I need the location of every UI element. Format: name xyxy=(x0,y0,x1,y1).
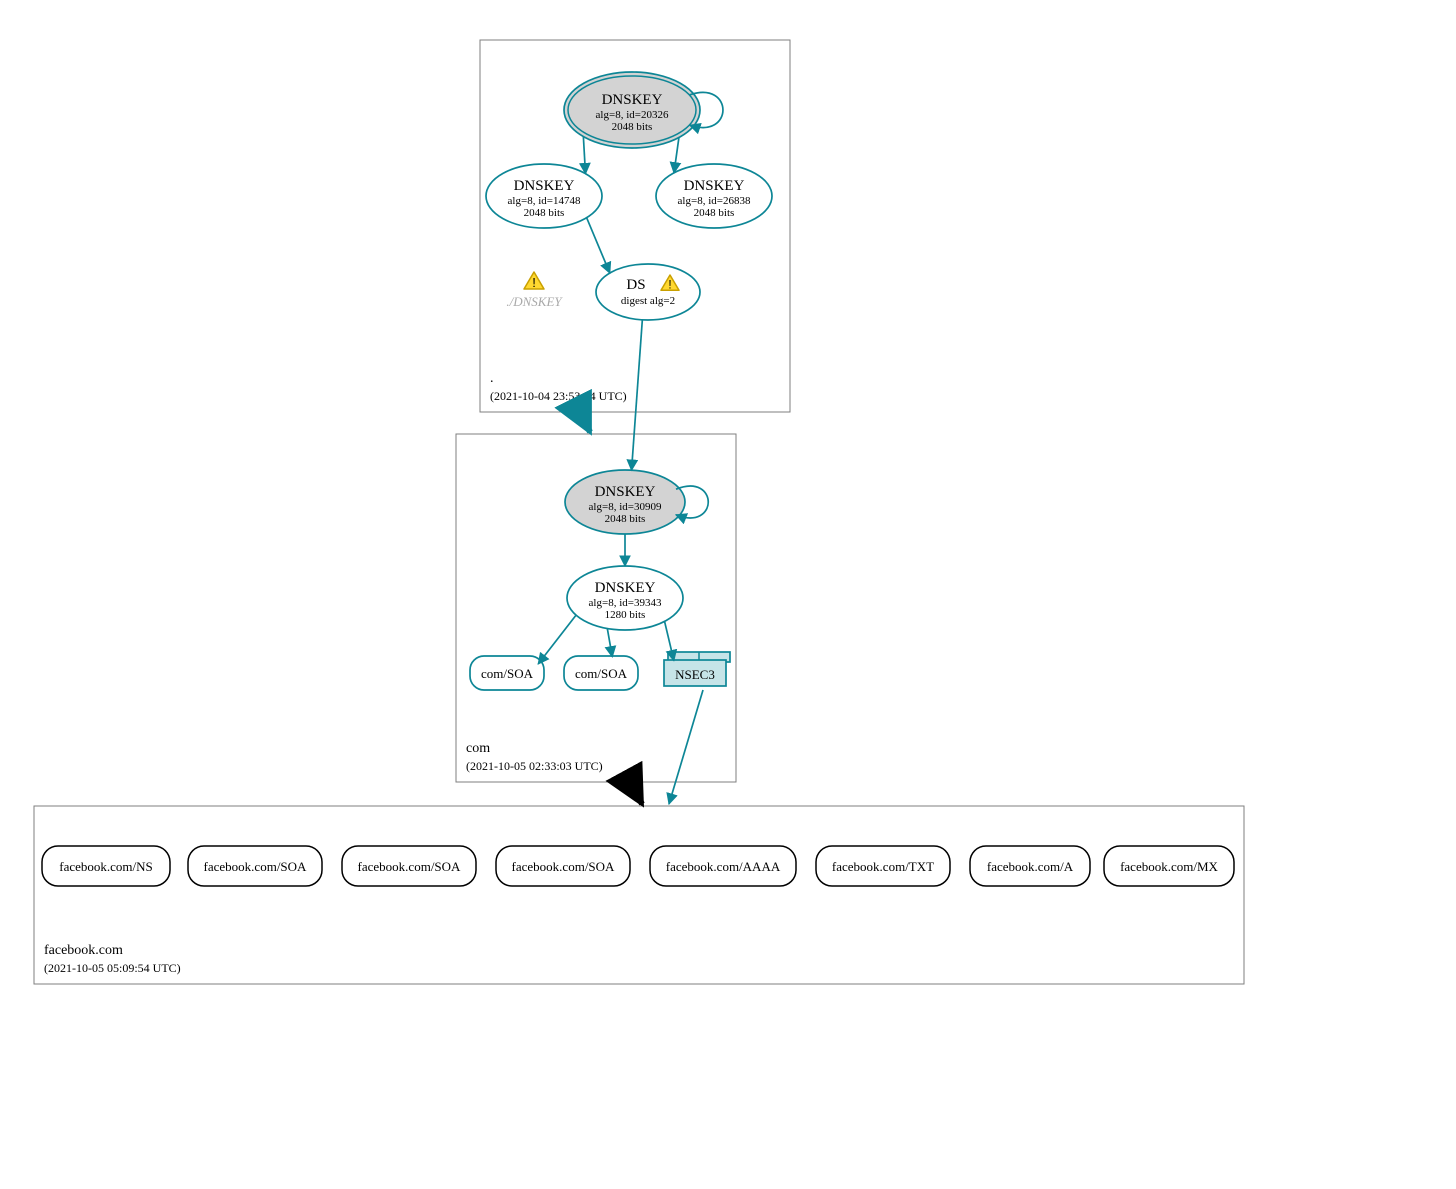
svg-text:DNSKEY: DNSKEY xyxy=(514,178,575,194)
svg-text:facebook.com/AAAA: facebook.com/AAAA xyxy=(666,859,781,874)
svg-text:com/SOA: com/SOA xyxy=(481,666,534,681)
svg-text:facebook.com/SOA: facebook.com/SOA xyxy=(358,859,462,874)
zone-arrow xyxy=(630,782,642,804)
svg-text:facebook.com/MX: facebook.com/MX xyxy=(1120,859,1218,874)
edge xyxy=(583,137,585,174)
svg-text:facebook.com/A: facebook.com/A xyxy=(987,859,1074,874)
svg-text:2048 bits: 2048 bits xyxy=(524,207,565,219)
svg-text:alg=8, id=14748: alg=8, id=14748 xyxy=(508,195,581,207)
zone-facebook xyxy=(34,806,1244,984)
svg-text:facebook.com/SOA: facebook.com/SOA xyxy=(204,859,308,874)
svg-text:(2021-10-05 02:33:03 UTC): (2021-10-05 02:33:03 UTC) xyxy=(466,759,603,773)
svg-text:(2021-10-04 23:53:34 UTC): (2021-10-04 23:53:34 UTC) xyxy=(490,389,627,403)
svg-text:com/SOA: com/SOA xyxy=(575,666,628,681)
edge xyxy=(632,320,643,470)
svg-text:com: com xyxy=(466,741,490,756)
svg-text:.: . xyxy=(490,371,494,386)
svg-text:facebook.com/SOA: facebook.com/SOA xyxy=(512,859,616,874)
svg-text:facebook.com/TXT: facebook.com/TXT xyxy=(832,859,934,874)
svg-text:DNSKEY: DNSKEY xyxy=(595,484,656,500)
dnssec-diagram: . (2021-10-04 23:53:34 UTC) com (2021-10-05… xyxy=(20,20,1456,1169)
svg-text:(2021-10-05 05:09:54 UTC): (2021-10-05 05:09:54 UTC) xyxy=(44,961,181,975)
svg-text:DNSKEY: DNSKEY xyxy=(602,92,663,108)
svg-text:alg=8, id=39343: alg=8, id=39343 xyxy=(589,597,662,609)
svg-text:alg=8, id=30909: alg=8, id=30909 xyxy=(589,501,662,513)
edge xyxy=(674,138,679,173)
svg-text:DNSKEY: DNSKEY xyxy=(595,580,656,596)
edge xyxy=(607,628,612,656)
svg-text:2048 bits: 2048 bits xyxy=(694,207,735,219)
svg-text:facebook.com/NS: facebook.com/NS xyxy=(59,859,153,874)
svg-text:alg=8, id=20326: alg=8, id=20326 xyxy=(596,109,669,121)
svg-text:2048 bits: 2048 bits xyxy=(612,121,653,133)
zone-arrow xyxy=(580,412,590,432)
svg-text:NSEC3: NSEC3 xyxy=(675,667,715,682)
svg-text:digest alg=2: digest alg=2 xyxy=(621,295,675,307)
svg-text:!: ! xyxy=(668,279,671,292)
svg-text:DS: DS xyxy=(626,277,645,293)
svg-text:./DNSKEY: ./DNSKEY xyxy=(506,294,563,309)
svg-text:!: ! xyxy=(532,275,536,290)
svg-text:2048 bits: 2048 bits xyxy=(605,513,646,525)
svg-text:facebook.com: facebook.com xyxy=(44,943,123,958)
edge xyxy=(538,615,576,664)
edge xyxy=(669,690,703,804)
svg-text:DNSKEY: DNSKEY xyxy=(684,178,745,194)
svg-text:1280 bits: 1280 bits xyxy=(605,609,646,621)
edge xyxy=(587,218,610,273)
node-ds xyxy=(596,264,700,320)
svg-text:alg=8, id=26838: alg=8, id=26838 xyxy=(678,195,751,207)
